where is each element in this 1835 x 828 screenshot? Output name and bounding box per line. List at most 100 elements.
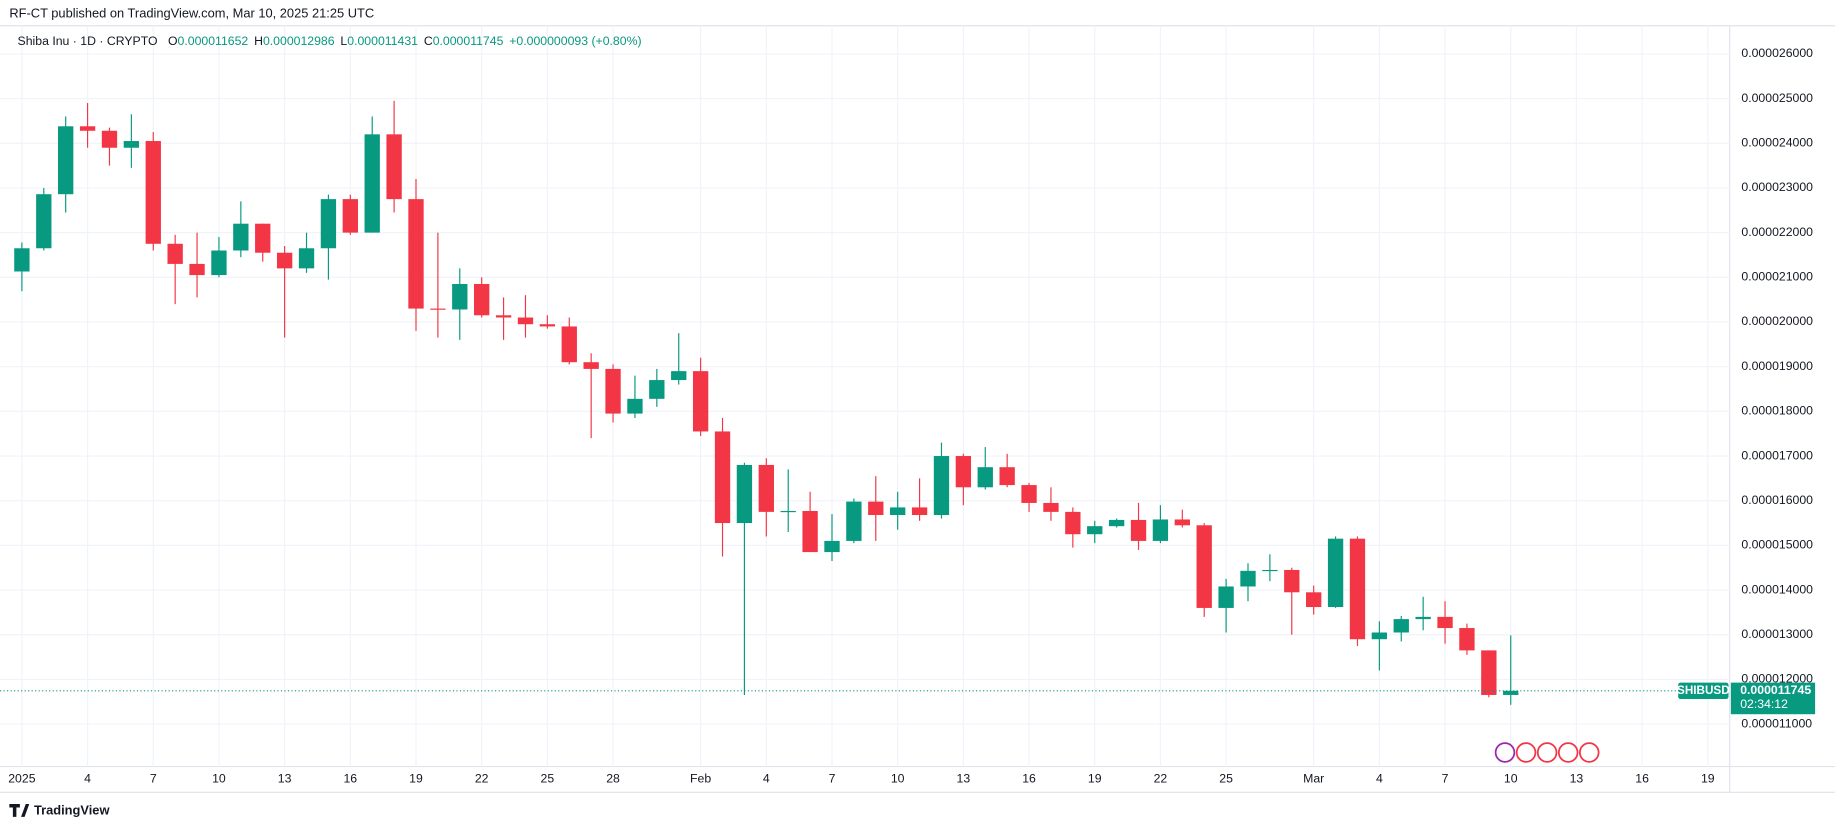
x-tick-label: 16 <box>343 772 357 786</box>
candle-body <box>233 223 249 251</box>
candle-body <box>1284 569 1300 593</box>
ohlc-label: H <box>254 34 263 48</box>
candle-body <box>692 371 709 432</box>
candle-body <box>386 134 402 200</box>
candle-body <box>276 252 293 269</box>
candle-body <box>123 141 140 148</box>
event-icon[interactable] <box>1557 742 1579 763</box>
candle-body <box>298 248 315 269</box>
candle-body <box>1065 511 1081 535</box>
candle-body <box>605 368 621 414</box>
candle-body <box>627 398 643 414</box>
candle-body <box>1130 519 1147 541</box>
candle-body <box>517 317 534 325</box>
x-tick-label: 7 <box>150 772 157 786</box>
change: +0.000000093 (+0.80%) <box>509 34 641 48</box>
grid <box>0 25 1730 767</box>
candle-body <box>802 510 818 553</box>
candle-body <box>189 263 205 276</box>
candle-body <box>1021 485 1037 503</box>
candle-body <box>933 456 950 516</box>
candle-body <box>846 501 862 541</box>
price-tag-countdown: 02:34:12 <box>1740 697 1788 711</box>
y-tick-label: 0.000026000 <box>1741 46 1813 60</box>
candle-body <box>890 507 906 516</box>
candle-body <box>1087 526 1103 535</box>
x-tick-label: 2025 <box>8 772 35 786</box>
x-tick-label: 7 <box>829 772 836 786</box>
event-icon[interactable] <box>1494 742 1516 763</box>
x-tick-label: Feb <box>690 772 711 786</box>
event-icon[interactable] <box>1515 742 1537 763</box>
candles <box>0 100 1730 705</box>
candle-body <box>1218 586 1234 608</box>
candle-body <box>780 510 796 513</box>
candle-body <box>1349 538 1366 640</box>
candle-body <box>1503 690 1519 695</box>
candle-body <box>1437 616 1453 629</box>
candle-body <box>495 315 512 318</box>
y-tick-label: 0.000022000 <box>1741 225 1813 239</box>
candle-body <box>583 362 599 369</box>
candle-body <box>364 134 380 233</box>
y-tick-label: 0.000020000 <box>1741 314 1813 328</box>
x-tick-label: 16 <box>1635 772 1649 786</box>
candle-body <box>1152 519 1169 541</box>
candle-body <box>868 501 884 516</box>
y-tick-label: 0.000013000 <box>1741 627 1813 641</box>
event-icons <box>1494 742 1600 763</box>
y-tick-label: 0.000023000 <box>1741 180 1813 194</box>
x-tick-label: 7 <box>1442 772 1449 786</box>
candle-body <box>1371 632 1388 640</box>
x-tick-label: 4 <box>763 772 770 786</box>
x-tick-label: 22 <box>475 772 489 786</box>
ohlc-value: 0.000012986 <box>263 34 335 48</box>
candle-body <box>211 250 227 276</box>
candle-body <box>1240 570 1256 587</box>
y-tick-label: 0.000019000 <box>1741 359 1813 373</box>
candle-body <box>79 126 96 131</box>
axes: 0.000011000 0.000012000 0.000013000 0.00001… <box>8 46 1816 786</box>
y-tick-label: 0.000025000 <box>1741 91 1813 105</box>
symbol-tag <box>1678 682 1729 700</box>
candle-body <box>1043 502 1059 512</box>
candle-body <box>736 464 753 524</box>
x-tick-label: 13 <box>1570 772 1584 786</box>
candle-body <box>408 199 424 309</box>
candle-body <box>1262 569 1278 572</box>
y-tick-label: 0.000017000 <box>1741 448 1813 462</box>
candle-body <box>474 284 490 316</box>
x-tick-label: 13 <box>957 772 971 786</box>
ohlc-label: C <box>424 34 433 48</box>
candle-body <box>714 431 731 524</box>
candle-body <box>955 456 972 488</box>
x-tick-label: 19 <box>1701 772 1715 786</box>
event-icon[interactable] <box>1536 742 1558 763</box>
y-tick-label: 0.000021000 <box>1741 270 1813 284</box>
candle-body <box>430 308 446 310</box>
x-tick-label: 16 <box>1022 772 1036 786</box>
candle-body <box>167 243 183 264</box>
x-tick-label: 25 <box>1219 772 1233 786</box>
y-tick-label: 0.000015000 <box>1741 538 1813 552</box>
x-tick-label: 4 <box>1376 772 1383 786</box>
candle-body <box>911 507 928 516</box>
candle-body <box>14 248 30 272</box>
x-tick-label: Mar <box>1303 772 1324 786</box>
candle-body <box>758 464 774 512</box>
candle-body <box>1481 650 1497 695</box>
candle-body <box>452 284 468 310</box>
published-note: RF-CT published on TradingView.com, Mar … <box>9 5 374 20</box>
event-icon[interactable] <box>1579 742 1600 763</box>
x-tick-label: 10 <box>891 772 905 786</box>
candle-body <box>1459 628 1475 651</box>
candle-body <box>1306 592 1322 608</box>
y-tick-label: 0.000011000 <box>1741 716 1812 730</box>
x-tick-label: 13 <box>278 772 292 786</box>
ohlc-value: 0.000011431 <box>347 34 418 48</box>
y-tick-label: 0.000024000 <box>1741 136 1813 150</box>
candle-body <box>649 380 665 399</box>
candle-body <box>1393 619 1409 633</box>
